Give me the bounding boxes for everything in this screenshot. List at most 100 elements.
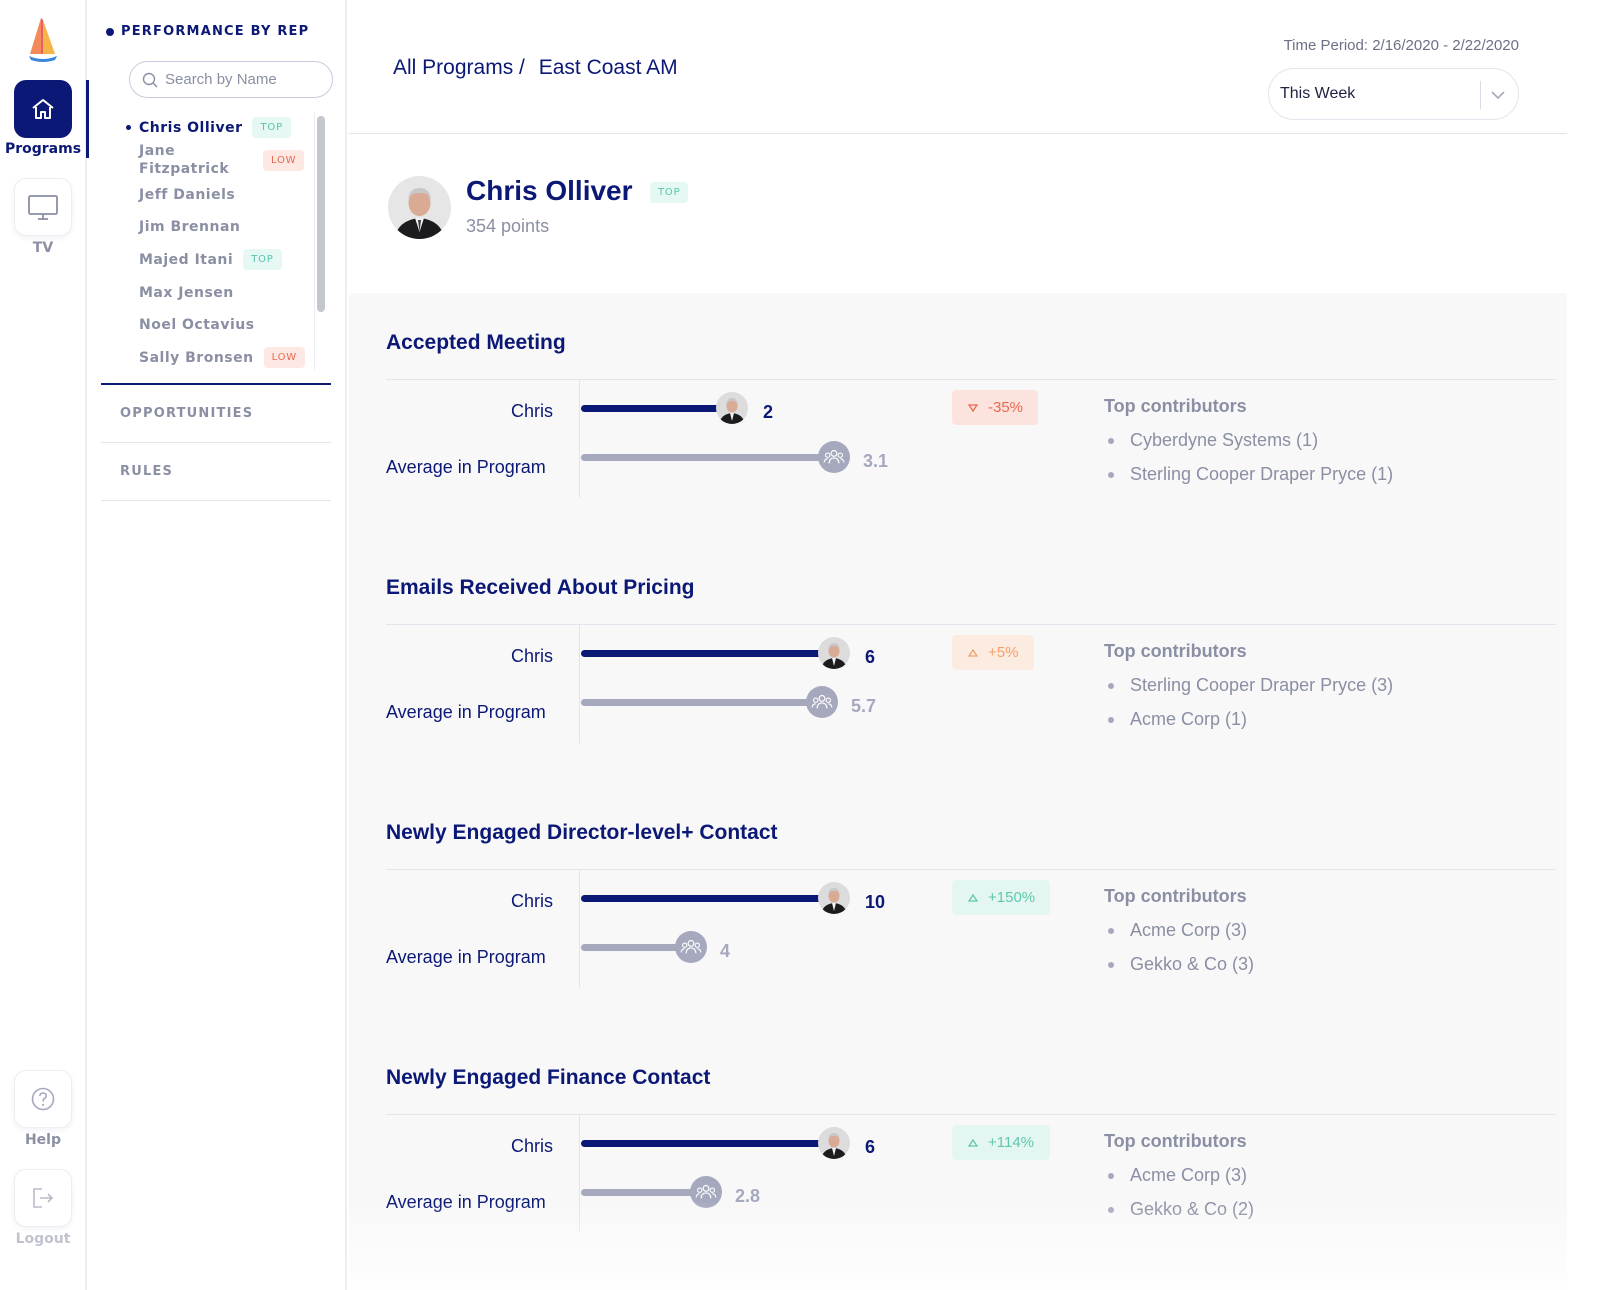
divider (101, 442, 331, 443)
divider (101, 500, 331, 501)
rep-item-majed-itani[interactable]: Majed Itani TOP (139, 249, 282, 270)
change-badge: +114% (952, 1125, 1050, 1160)
rep-avatar-marker (818, 637, 850, 669)
performance-by-rep-heading: PERFORMANCE BY REP (106, 24, 309, 39)
change-badge: +5% (952, 635, 1034, 670)
sidebar-link-rules[interactable]: RULES (120, 464, 174, 479)
heading-dot (106, 27, 114, 36)
rep-item-max-jensen[interactable]: Max Jensen (139, 285, 234, 301)
average-value: 3.1 (863, 451, 889, 471)
top-contributors-title: Top contributors (1104, 886, 1247, 906)
rep-list-scrollbar[interactable] (314, 112, 326, 370)
programs-button[interactable] (14, 80, 72, 138)
rep-item-jeff-daniels[interactable]: Jeff Daniels (139, 187, 235, 203)
rep-avatar-marker (818, 882, 850, 914)
page-header: All Programs / East Coast AM Time Period… (349, 0, 1567, 134)
rep-item-chris-olliver[interactable]: Chris Olliver TOP (126, 117, 291, 138)
average-row-label: Average in Program (386, 457, 546, 477)
tv-label[interactable]: TV (32, 240, 54, 256)
question-icon (31, 1087, 55, 1111)
average-bar (581, 1189, 694, 1196)
low-badge: LOW (263, 149, 305, 171)
change-value: +150% (988, 889, 1036, 906)
average-bar (581, 944, 679, 951)
breadcrumb-all-programs[interactable]: All Programs / (393, 56, 525, 79)
top-contributors-title: Top contributors (1104, 1131, 1247, 1151)
home-icon (32, 99, 54, 119)
programs-label[interactable]: Programs (4, 141, 82, 157)
time-period-text: Time Period: 2/16/2020 - 2/22/2020 (1283, 37, 1519, 54)
rep-bar (581, 650, 822, 657)
rep-item-sally-bronsen[interactable]: Sally Bronsen LOW (139, 347, 305, 368)
contributor-item: Acme Corp (1) (1108, 709, 1247, 730)
contributor-item: Acme Corp (3) (1108, 920, 1247, 941)
rep-row-label: Chris (510, 646, 553, 666)
rep-points: 354 points (466, 216, 550, 236)
divider (386, 869, 1556, 870)
rep-value: 6 (865, 1137, 876, 1157)
change-value: +114% (988, 1134, 1035, 1151)
tv-button[interactable] (14, 178, 72, 236)
help-button[interactable] (14, 1070, 72, 1128)
contributor-item: Gekko & Co (3) (1108, 954, 1254, 975)
period-select-value: This Week (1280, 85, 1356, 102)
contributor-item: Gekko & Co (2) (1108, 1199, 1254, 1220)
average-value: 5.7 (851, 696, 877, 716)
rep-name: Majed Itani (139, 251, 234, 268)
top-contributors-title: Top contributors (1104, 396, 1247, 416)
rep-sidebar: PERFORMANCE BY REP Chris Olliver TOP Jan… (89, 0, 347, 1290)
active-nav-indicator (86, 80, 89, 158)
rep-item-jim-brennan[interactable]: Jim Brennan (139, 219, 240, 235)
rep-item-noel-octavius[interactable]: Noel Octavius (139, 317, 255, 333)
icon-rail: Programs TV Help Logout (0, 0, 89, 1290)
divider (386, 624, 1556, 625)
search-box[interactable] (129, 61, 333, 98)
rep-value: 10 (865, 892, 886, 912)
contributor-item: Cyberdyne Systems (1) (1108, 430, 1318, 451)
rep-row-label: Chris (510, 401, 553, 421)
metric-title: Newly Engaged Director-level+ Contact (386, 821, 778, 844)
search-icon (142, 72, 158, 87)
average-row-label: Average in Program (386, 1192, 546, 1212)
average-row-label: Average in Program (386, 947, 546, 967)
sidebar-link-opportunities[interactable]: OPPORTUNITIES (120, 406, 254, 421)
divider (386, 1114, 1556, 1115)
rep-name-title: Chris Olliver (466, 175, 633, 206)
breadcrumb: All Programs / East Coast AM (393, 56, 686, 80)
top-badge: TOP (252, 117, 291, 138)
breadcrumb-current: East Coast AM (538, 56, 678, 79)
rep-name: Jeff Daniels (139, 187, 236, 203)
top-contributors-title: Top contributors (1104, 641, 1247, 661)
rep-item-jane-fitzpatrick[interactable]: Jane Fitzpatrick LOW (139, 142, 305, 178)
change-badge: +150% (952, 880, 1050, 915)
logout-label[interactable]: Logout (15, 1231, 71, 1247)
rep-list-scroll-thumb[interactable] (317, 116, 325, 312)
change-value: +5% (988, 644, 1019, 661)
logout-button[interactable] (14, 1169, 72, 1227)
rep-value: 6 (865, 647, 876, 667)
group-icon (818, 441, 850, 473)
search-input[interactable] (165, 71, 325, 88)
help-label[interactable]: Help (24, 1132, 62, 1148)
average-row-label: Average in Program (386, 702, 546, 722)
metric-card: Accepted Meeting Chris Average in Progra… (349, 293, 1567, 538)
select-separator (1480, 81, 1481, 109)
group-icon (675, 931, 707, 963)
active-bullet (126, 125, 131, 130)
triangle-up-icon (968, 893, 978, 902)
average-value: 4 (720, 941, 731, 961)
metric-title: Accepted Meeting (386, 331, 566, 354)
low-badge: LOW (263, 347, 305, 368)
rep-name: Jane Fitzpatrick (139, 143, 230, 177)
sidebar-active-divider (101, 383, 331, 385)
rep-bar (581, 895, 822, 902)
metric-card: Newly Engaged Director-level+ Contact Ch… (349, 783, 1567, 1028)
period-select[interactable]: This Week (1268, 68, 1519, 120)
axis-line (579, 380, 580, 498)
rep-row-label: Chris (510, 891, 553, 911)
rep-bar (581, 1140, 822, 1147)
group-icon (690, 1176, 722, 1208)
change-value: -35% (988, 399, 1024, 416)
avatar (388, 176, 451, 239)
rep-avatar-marker (716, 392, 748, 424)
